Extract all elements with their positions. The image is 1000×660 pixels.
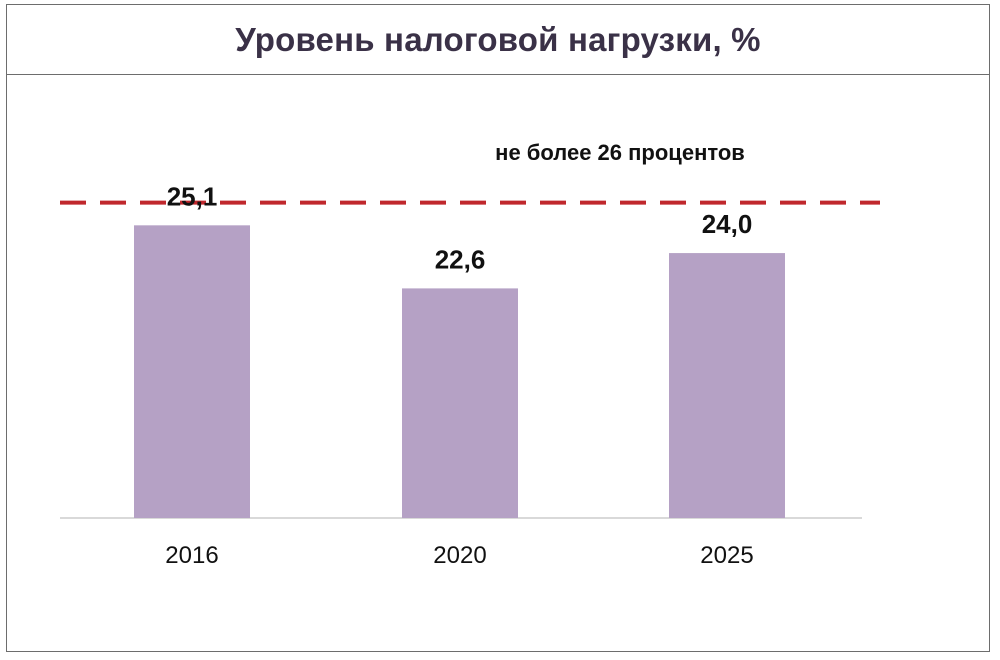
x-tick-label-2016: 2016 bbox=[165, 542, 218, 569]
bar-2016 bbox=[134, 225, 250, 519]
threshold-label: не более 26 процентов bbox=[495, 140, 745, 165]
chart-title: Уровень налоговой нагрузки, % bbox=[235, 20, 761, 58]
title-bar: Уровень налоговой нагрузки, % bbox=[7, 5, 989, 75]
value-label-2016: 25,1 bbox=[167, 181, 218, 211]
x-tick-label-2020: 2020 bbox=[433, 542, 486, 569]
value-label-2020: 22,6 bbox=[435, 244, 486, 274]
bars-group: 25,1 2016 22,6 2020 24,0 2025 bbox=[134, 181, 785, 569]
bar-2020 bbox=[402, 288, 518, 518]
x-tick-label-2025: 2025 bbox=[700, 542, 753, 569]
bar-2025 bbox=[669, 253, 785, 519]
value-label-2025: 24,0 bbox=[702, 209, 753, 239]
